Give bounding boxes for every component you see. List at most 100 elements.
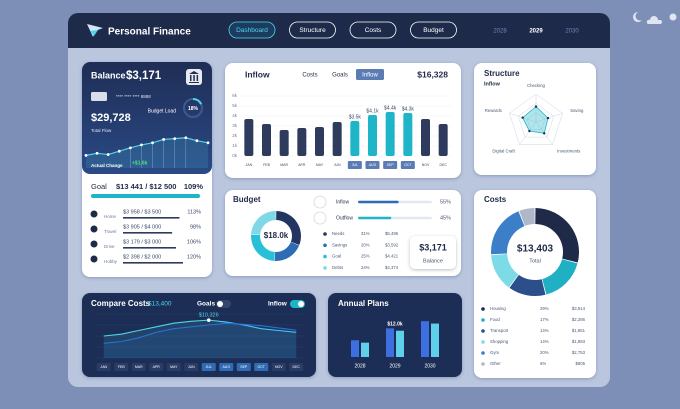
bar: [431, 323, 439, 357]
goal-pct: 109%: [184, 182, 204, 191]
legend-name: Debts: [332, 265, 343, 270]
x-tick-label: DEC: [293, 365, 301, 369]
legend-pct: 17%: [540, 317, 549, 322]
theme-icons: [633, 12, 677, 24]
bar: [385, 112, 395, 156]
goal-item-value: $3 958 / $3 500: [123, 209, 161, 215]
nav-label: Budget: [423, 27, 444, 34]
x-tick-label: JUL: [352, 163, 358, 167]
radar-point: [534, 105, 538, 108]
legend-amount: $805: [575, 361, 585, 366]
donut-segment: [509, 274, 546, 297]
bar: [351, 340, 359, 357]
bar: [244, 119, 254, 156]
x-tick-label: MAY: [316, 163, 324, 167]
bar: [421, 119, 430, 156]
month-box: [219, 363, 234, 371]
nav-label: Dashboard: [236, 27, 268, 34]
x-tick-label: JUN: [334, 163, 341, 167]
nav-button[interactable]: [289, 21, 336, 39]
donut-segment: [251, 211, 276, 235]
goal-item-progress: [123, 217, 180, 219]
flow-point: [206, 141, 210, 145]
legend-pct: 6%: [540, 361, 546, 366]
month-box: [149, 363, 164, 371]
point-label: $10,326: [199, 313, 219, 319]
goal-item-icon: [90, 225, 98, 233]
x-tick-label: JUL: [206, 365, 212, 369]
month-box: [96, 363, 111, 371]
x-tick-label: AUG: [369, 163, 377, 167]
nav-button[interactable]: [228, 21, 276, 39]
month-box: [131, 363, 146, 371]
legend-swatch: [481, 362, 485, 366]
nav-button[interactable]: [349, 21, 397, 39]
x-tick-label: MAR: [135, 365, 143, 369]
year-option: 2030: [565, 29, 579, 35]
bar: [350, 121, 360, 156]
budget-load-arc: [192, 98, 203, 105]
toggle-knob: [217, 301, 223, 307]
legend-swatch: [323, 232, 327, 236]
goal-label: Goal: [91, 182, 107, 191]
x-tick-label: 2029: [389, 363, 400, 369]
budget-balance: $3,171: [419, 242, 447, 252]
budget-balance-label: Balance: [423, 258, 443, 264]
legend-amount: $2,753: [572, 350, 586, 355]
bar-value-label: $4.3k: [402, 106, 415, 112]
budget-title: Budget: [233, 195, 261, 204]
donut-segment: [535, 208, 579, 263]
nav-button[interactable]: [410, 21, 457, 39]
goal-item-value: $2 398 / $2 000: [123, 254, 161, 260]
legend-name: Other: [490, 361, 501, 366]
donut-segment: [276, 211, 302, 245]
radar-point: [543, 132, 546, 135]
bar: [368, 115, 377, 156]
goal-item-pct: 120%: [187, 254, 201, 260]
legend-amount: $3,914: [572, 306, 586, 311]
x-tick-label: OCT: [258, 365, 266, 369]
donut-segment: [519, 208, 535, 226]
compare-title: Compare Costs: [91, 299, 151, 308]
tab-active[interactable]: [356, 69, 384, 80]
flow-pct: 45%: [440, 215, 451, 221]
legend-pct: 20%: [361, 242, 370, 247]
x-tick-label: OCT: [404, 163, 412, 167]
x-tick-label: 2030: [424, 363, 435, 369]
legend-name: Shopping: [490, 339, 509, 344]
radar-label: Investments: [557, 148, 580, 153]
month-highlight: [383, 161, 398, 169]
donut-segment: [274, 242, 300, 261]
legend-amount: $1,893: [572, 339, 586, 344]
goal-item-progress: [123, 232, 172, 234]
app-title: Personal Finance: [108, 27, 191, 38]
legend-swatch: [323, 266, 327, 270]
flow-point: [173, 137, 177, 141]
month-highlight: [365, 161, 380, 169]
goal-item-name: Hobby: [104, 259, 118, 264]
bank-symbol: [189, 71, 199, 83]
legend-pct: 24%: [361, 265, 370, 270]
costs-total: $13,403: [517, 244, 554, 255]
balance-label: Balance: [91, 70, 126, 80]
radar-ring: [509, 93, 563, 145]
bar: [386, 328, 394, 357]
change-value: +$1.6k: [132, 160, 148, 166]
bar-value-label: $3.5k: [349, 114, 362, 120]
x-tick-label: NOV: [275, 365, 283, 369]
inflow-total: $16,328: [417, 69, 448, 79]
x-tick-label: APR: [153, 365, 161, 369]
total-flow-label: Total Flow: [91, 128, 112, 133]
flow-point: [162, 138, 166, 141]
flow-bar: [358, 200, 399, 204]
flow-icon: [313, 195, 327, 209]
legend-pct: 31%: [361, 231, 370, 236]
legend-amount: $4,421: [385, 254, 399, 259]
structure-card: [474, 63, 596, 175]
month-box: [289, 363, 304, 371]
legend-pct: 14%: [540, 339, 549, 344]
y-tick-label: 5k: [232, 103, 238, 108]
goal-item-name: Drive: [104, 244, 115, 249]
x-tick-label: JUN: [188, 365, 195, 369]
